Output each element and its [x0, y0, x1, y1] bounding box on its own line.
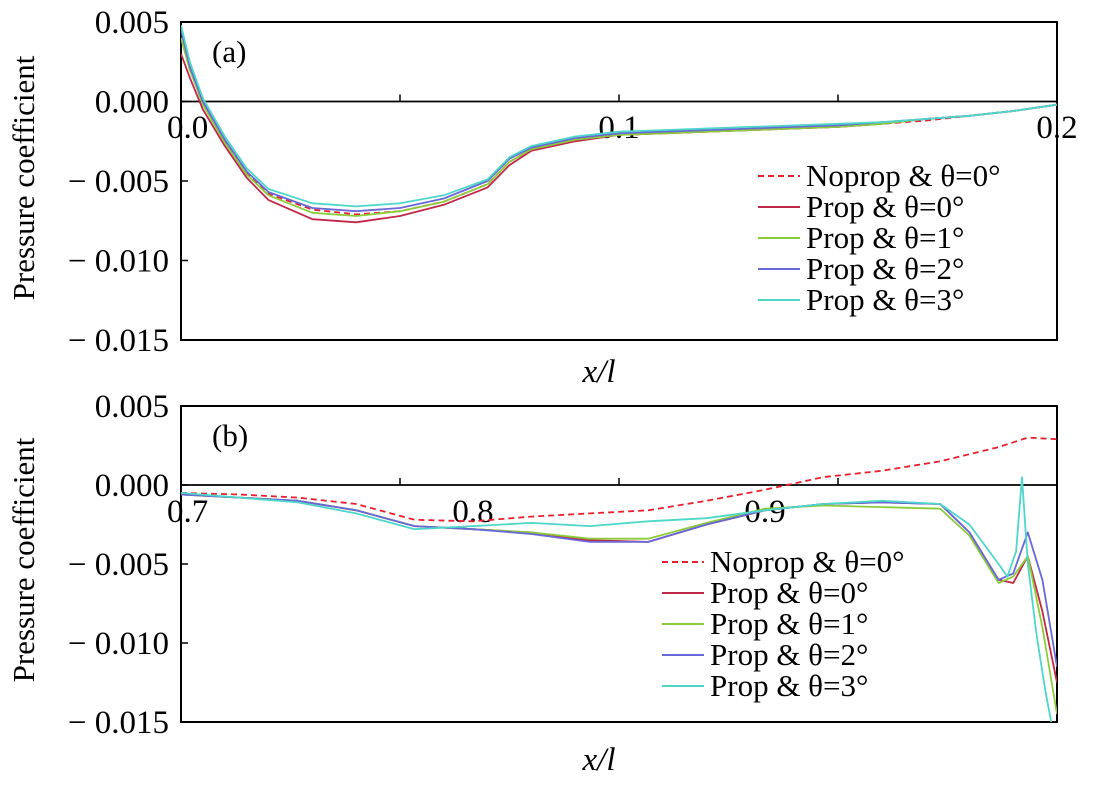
chart-panel-a: 0.005 0.000 − 0.005 − 0.010 − 0.015 0.0 0.1 0.2…: [6, 5, 1078, 390]
panel-label: (b): [212, 418, 248, 453]
y-tick-label: − 0.005: [68, 547, 169, 583]
series-line-4: [181, 24, 1057, 208]
y-axis-label: Pressure coefficient: [6, 437, 41, 682]
plot-frame: [180, 405, 1058, 723]
y-tick-label: − 0.005: [68, 164, 169, 200]
x-tick-label: 0.7: [167, 494, 208, 530]
x-axis-label: x/l: [582, 354, 616, 390]
x-axis-label: x/l: [582, 742, 616, 778]
y-tick-label: − 0.010: [68, 244, 169, 280]
legend-entry-3: Prop & θ=2°: [806, 251, 964, 286]
series-group: [181, 24, 1057, 224]
series-line-2: [181, 493, 1057, 715]
legend-entry-1: Prop & θ=0°: [806, 189, 964, 224]
series-line-2: [181, 37, 1057, 217]
x-tick-label: 0.8: [452, 494, 493, 530]
legend-entry-2: Prop & θ=1°: [806, 220, 964, 255]
y-tick-label: 0.005: [95, 389, 169, 425]
y-axis-label: Pressure coefficient: [6, 55, 41, 300]
legend-entry-0: Noprop & θ=0°: [710, 544, 905, 579]
series-line-4: [181, 476, 1053, 722]
y-tick-label: − 0.010: [68, 626, 169, 662]
x-tick-label: 0.1: [598, 110, 639, 146]
series-line-3: [181, 493, 1057, 667]
series-line-1: [181, 493, 1057, 683]
legend: Noprop & θ=0°Prop & θ=0°Prop & θ=1°Prop …: [758, 158, 1001, 317]
panel-label: (a): [212, 34, 246, 69]
series-group: [181, 436, 1057, 722]
y-tick-label: − 0.015: [68, 705, 169, 741]
legend-entry-4: Prop & θ=3°: [806, 282, 964, 317]
y-tick-label: 0.000: [95, 468, 169, 504]
y-tick-label: − 0.015: [68, 323, 169, 359]
x-tick-label: 0.0: [167, 110, 208, 146]
legend: Noprop & θ=0°Prop & θ=0°Prop & θ=1°Prop …: [662, 544, 905, 703]
y-tick-label: 0.005: [95, 5, 169, 41]
legend-entry-3: Prop & θ=2°: [710, 637, 868, 672]
legend-entry-4: Prop & θ=3°: [710, 668, 868, 703]
legend-entry-2: Prop & θ=1°: [710, 606, 868, 641]
legend-entry-1: Prop & θ=0°: [710, 575, 868, 610]
series-line-0: [181, 436, 1057, 523]
y-tick-label: 0.000: [95, 85, 169, 121]
legend-entry-0: Noprop & θ=0°: [806, 158, 1001, 193]
x-tick-label: 0.2: [1036, 110, 1077, 146]
